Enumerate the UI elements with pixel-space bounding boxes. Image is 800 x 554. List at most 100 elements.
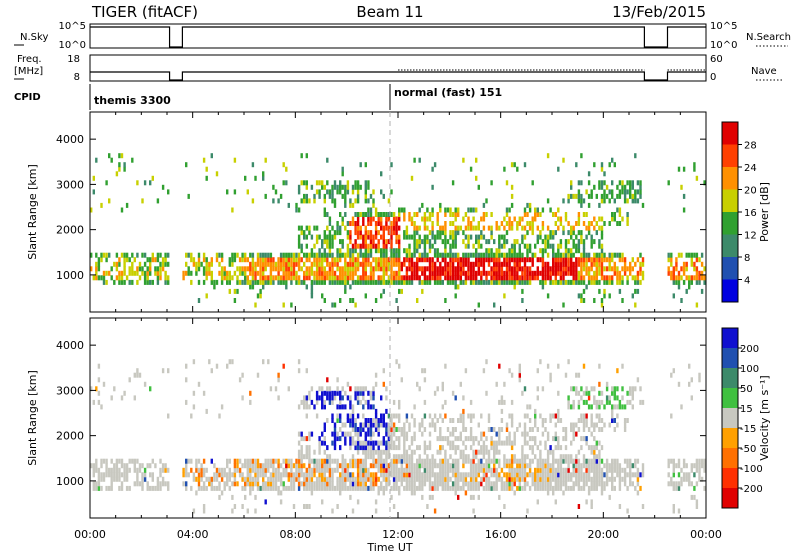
- heatmap-cell: [449, 212, 452, 217]
- heatmap-cell: [279, 499, 283, 505]
- heatmap-cell: [390, 422, 393, 428]
- heatmap-cell: [475, 481, 478, 487]
- heatmap-cell: [634, 463, 637, 469]
- heatmap-cell: [621, 266, 624, 272]
- heatmap-cell: [549, 372, 552, 378]
- heatmap-cell: [374, 248, 378, 254]
- heatmap-cell: [426, 234, 429, 240]
- heatmap-cell: [390, 189, 393, 195]
- heatmap-cell: [477, 279, 480, 285]
- heatmap-cell: [356, 230, 360, 236]
- heatmap-cell: [670, 275, 673, 281]
- heatmap-cell: [328, 270, 332, 276]
- heatmap-cell: [218, 481, 221, 487]
- heatmap-cell: [315, 467, 319, 473]
- heatmap-cell: [372, 481, 375, 487]
- heatmap-cell: [618, 279, 622, 285]
- heatmap-cell: [367, 221, 370, 226]
- heatmap-cell: [387, 476, 391, 482]
- heatmap-cell: [405, 413, 409, 419]
- heatmap-cell: [143, 261, 147, 267]
- heatmap-cell: [385, 243, 388, 249]
- heatmap-cell: [505, 458, 509, 464]
- heatmap-cell: [395, 463, 398, 469]
- heatmap-cell: [587, 395, 591, 401]
- heatmap-cell: [564, 445, 568, 451]
- heatmap-cell: [454, 445, 457, 451]
- heatmap-cell: [156, 275, 160, 281]
- heatmap-cell: [436, 216, 439, 222]
- heatmap-cell: [595, 485, 598, 491]
- heatmap-cell: [480, 467, 483, 473]
- heatmap-cell: [446, 261, 450, 267]
- heatmap-cell: [677, 458, 681, 464]
- heatmap-cell: [213, 279, 216, 285]
- heatmap-cell: [254, 472, 257, 478]
- heatmap-cell: [354, 463, 357, 469]
- heatmap-cell: [562, 458, 565, 464]
- heatmap-cell: [477, 270, 480, 276]
- heatmap-cell: [236, 275, 239, 281]
- heatmap-cell: [523, 261, 527, 267]
- heatmap-cell: [428, 230, 432, 236]
- heatmap-cell: [670, 252, 673, 258]
- heatmap-cell: [451, 485, 455, 491]
- heatmap-cell: [403, 275, 406, 281]
- heatmap-cell: [677, 463, 681, 469]
- heatmap-cell: [436, 221, 439, 226]
- heatmap-cell: [328, 386, 332, 392]
- heatmap-cell: [372, 243, 375, 249]
- heatmap-cell: [362, 467, 365, 473]
- heatmap-cell: [510, 440, 514, 446]
- heatmap-cell: [351, 418, 355, 423]
- heatmap-cell: [600, 234, 604, 240]
- heatmap-cell: [364, 193, 367, 199]
- heatmap-cell: [595, 458, 598, 464]
- heatmap-cell: [451, 472, 455, 478]
- heatmap-cell: [490, 257, 493, 263]
- heatmap-cell: [485, 467, 488, 473]
- heatmap-cell: [297, 458, 301, 464]
- heatmap-cell: [323, 399, 326, 405]
- heatmap-cell: [372, 189, 375, 195]
- heatmap-cell: [598, 252, 601, 258]
- x-tick-label: 12:00: [382, 528, 414, 541]
- heatmap-cell: [339, 445, 342, 451]
- heatmap-cell: [390, 257, 393, 263]
- heatmap-cell: [510, 454, 514, 460]
- heatmap-cell: [115, 476, 119, 482]
- heatmap-cell: [426, 239, 429, 245]
- heatmap-cell: [613, 404, 616, 410]
- heatmap-cell: [593, 252, 596, 258]
- heatmap-cell: [408, 216, 411, 222]
- heatmap-cell: [611, 252, 614, 258]
- heatmap-cell: [185, 481, 188, 487]
- heatmap-cell: [323, 266, 326, 272]
- heatmap-cell: [113, 463, 116, 469]
- heatmap-cell: [374, 472, 378, 478]
- heatmap-cell: [308, 449, 311, 455]
- heatmap-cell: [593, 422, 596, 428]
- heatmap-cell: [575, 221, 578, 226]
- heatmap-cell: [449, 270, 452, 276]
- heatmap-cell: [310, 266, 314, 272]
- heatmap-cell: [613, 270, 616, 276]
- heatmap-cell: [572, 481, 575, 487]
- heatmap-cell: [254, 494, 257, 500]
- heatmap-cell: [451, 270, 455, 276]
- heatmap-cell: [685, 472, 688, 478]
- heatmap-cell: [351, 261, 355, 267]
- heatmap-cell: [372, 390, 375, 396]
- heatmap-cell: [285, 166, 288, 172]
- heatmap-cell: [344, 463, 347, 469]
- heatmap-cell: [226, 275, 229, 281]
- heatmap-cell: [675, 485, 678, 491]
- heatmap-cell: [593, 449, 596, 455]
- heatmap-cell: [167, 368, 170, 374]
- heatmap-cell: [523, 413, 527, 419]
- heatmap-cell: [223, 275, 226, 281]
- heatmap-cell: [328, 239, 332, 245]
- heatmap-cell: [95, 458, 98, 464]
- heatmap-cell: [534, 275, 537, 281]
- heatmap-cell: [557, 445, 560, 451]
